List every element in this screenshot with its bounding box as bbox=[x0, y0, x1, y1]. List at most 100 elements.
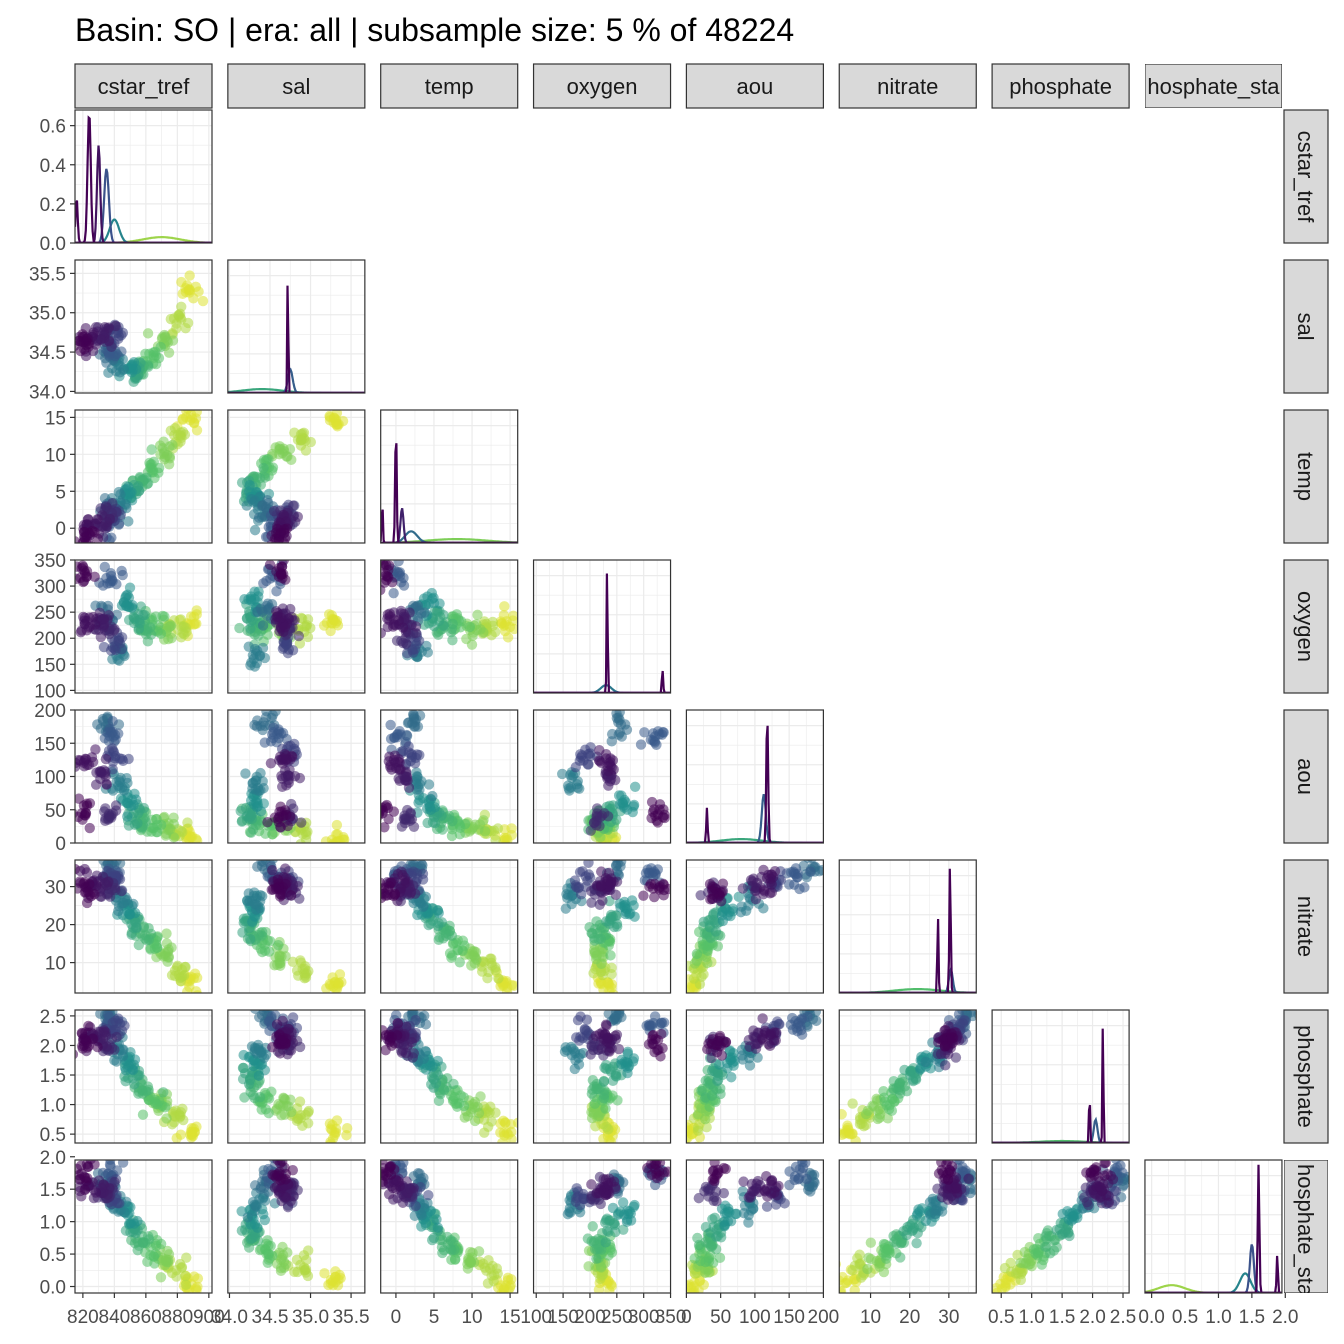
scatter-point bbox=[126, 367, 137, 378]
scatter-point bbox=[105, 568, 116, 579]
scatter-point bbox=[296, 817, 307, 828]
row-strip: hosphate_sta bbox=[1284, 1160, 1328, 1293]
scatter-point bbox=[133, 808, 144, 819]
scatter-point bbox=[260, 828, 271, 839]
scatter-point bbox=[159, 454, 170, 465]
scatter-point bbox=[492, 823, 504, 834]
scatter-point bbox=[249, 1180, 261, 1191]
scatter-point bbox=[79, 863, 90, 875]
scatter-point bbox=[272, 1160, 283, 1166]
scatter-point bbox=[614, 710, 625, 718]
density-panel bbox=[380, 409, 519, 544]
column-strip-label: hosphate_sta bbox=[1147, 74, 1280, 99]
scatter-point bbox=[151, 951, 162, 963]
scatter-point bbox=[258, 454, 270, 466]
scatter-point bbox=[291, 965, 303, 976]
scatter-point bbox=[90, 1187, 101, 1198]
scatter-point bbox=[155, 1272, 167, 1283]
scatter-point bbox=[639, 727, 650, 738]
scatter-point bbox=[255, 943, 266, 955]
scatter-point bbox=[432, 920, 444, 932]
scatter-point bbox=[649, 891, 660, 903]
scatter-point bbox=[249, 524, 261, 536]
scatter-point bbox=[267, 462, 279, 473]
scatter-point bbox=[401, 648, 413, 659]
scatter-point bbox=[302, 1118, 314, 1129]
scatter-point bbox=[157, 332, 168, 343]
scatter-point bbox=[686, 1125, 695, 1136]
scatter-point bbox=[324, 411, 336, 423]
scatter-point bbox=[427, 1061, 438, 1072]
scatter-point bbox=[103, 350, 115, 361]
scatter-point bbox=[126, 487, 137, 498]
scatter-point bbox=[920, 1056, 931, 1068]
scatter-point bbox=[252, 800, 264, 812]
scatter-point bbox=[262, 1257, 273, 1269]
scatter-point bbox=[276, 889, 287, 901]
scatter-point bbox=[331, 837, 342, 843]
scatter-point bbox=[409, 644, 421, 655]
scatter-point bbox=[276, 1110, 287, 1121]
scatter-point bbox=[159, 948, 171, 959]
scatter-point bbox=[465, 1256, 476, 1267]
row-strip: temp bbox=[1283, 409, 1329, 544]
scatter-point bbox=[137, 1109, 149, 1120]
scatter-point bbox=[79, 1172, 91, 1183]
facet-strips: cstar_tref sal temp oxygen aou nitrate phospha… bbox=[74, 63, 1329, 1293]
scatter-point bbox=[757, 1013, 768, 1024]
scatter-point bbox=[282, 820, 293, 832]
scatter-point bbox=[254, 650, 266, 661]
scatter-point bbox=[278, 753, 290, 764]
scatter-point bbox=[262, 495, 273, 506]
scatter-point bbox=[872, 1113, 883, 1125]
scatter-point bbox=[758, 864, 769, 876]
density-curve bbox=[380, 507, 518, 543]
scatter-panel bbox=[227, 1009, 366, 1144]
scatter-point bbox=[897, 1076, 909, 1088]
scatter-point bbox=[142, 636, 154, 647]
scatter-point bbox=[711, 1039, 723, 1051]
scatter-point bbox=[386, 1040, 397, 1051]
scatter-point bbox=[132, 1244, 143, 1256]
scatter-point bbox=[752, 1052, 763, 1063]
scatter-point bbox=[479, 1127, 490, 1138]
scatter-point bbox=[810, 1010, 822, 1017]
scatter-point bbox=[411, 749, 423, 760]
scatter-point bbox=[593, 934, 604, 945]
scatter-point bbox=[244, 933, 256, 945]
scatter-point bbox=[946, 1032, 957, 1043]
scatter-point bbox=[258, 578, 269, 589]
scatter-point bbox=[274, 449, 285, 460]
scatter-point bbox=[105, 1161, 116, 1172]
row-strip-label: phosphate bbox=[1293, 1025, 1318, 1128]
scatter-point bbox=[447, 634, 458, 646]
scatter-point bbox=[173, 310, 185, 322]
column-strip: hosphate_sta bbox=[1144, 64, 1282, 108]
scatter-point bbox=[506, 1274, 517, 1285]
column-strip-label: cstar_tref bbox=[98, 74, 191, 99]
scatter-point bbox=[192, 1273, 204, 1284]
scatter-point bbox=[443, 810, 455, 821]
scatter-point bbox=[404, 889, 415, 900]
scatter-point bbox=[323, 609, 335, 620]
scatter-point bbox=[103, 367, 114, 379]
scatter-point bbox=[585, 742, 596, 753]
scatter-point bbox=[498, 835, 509, 843]
scatter-point bbox=[712, 1074, 724, 1086]
scatter-point bbox=[269, 1170, 280, 1181]
column-strip: temp bbox=[380, 63, 519, 109]
scatter-point bbox=[89, 1160, 100, 1170]
scatter-panel bbox=[74, 709, 213, 844]
scatter-point bbox=[123, 516, 134, 527]
scatter-point bbox=[330, 1271, 341, 1283]
scatter-panel bbox=[227, 709, 366, 844]
scatter-point bbox=[234, 622, 245, 634]
scatter-point bbox=[446, 1244, 457, 1256]
scatter-point bbox=[180, 323, 191, 334]
scatter-point bbox=[803, 860, 813, 864]
scatter-point bbox=[498, 1284, 510, 1293]
density-curve bbox=[380, 530, 518, 543]
scatter-point bbox=[254, 1091, 266, 1103]
scatter-panel bbox=[227, 859, 366, 994]
scatter-point bbox=[575, 1011, 586, 1022]
